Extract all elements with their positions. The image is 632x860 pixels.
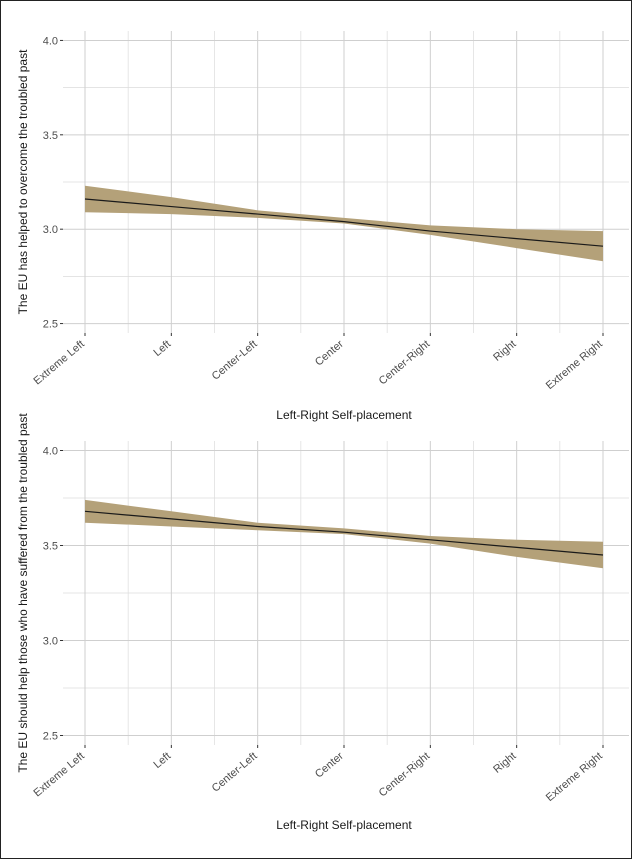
x-tick-label: Extreme Right: [544, 750, 605, 804]
x-axis-title: Left-Right Self-placement: [276, 818, 412, 832]
y-tick-label: 3.0: [43, 224, 58, 236]
y-tick-label: 4.0: [43, 35, 58, 47]
x-tick-label: Left: [151, 338, 173, 359]
x-tick-label: Center: [313, 338, 346, 369]
x-tick-label: Extreme Right: [544, 338, 605, 392]
x-tick-label: Right: [491, 338, 518, 364]
confidence-band: [85, 499, 603, 569]
x-tick-label: Extreme Left: [31, 338, 86, 387]
series-line: [84, 510, 604, 556]
x-tick-label: Left: [151, 750, 173, 771]
x-tick-label: Center-Left: [210, 338, 260, 383]
x-tick-label: Center-Right: [377, 338, 432, 387]
x-tick-label: Center-Right: [377, 750, 432, 799]
y-tick-label: 3.5: [43, 541, 58, 553]
confidence-band: [85, 185, 603, 262]
y-axis-title: The EU should help those who have suffer…: [16, 413, 30, 773]
x-tick-label: Center-Left: [210, 750, 260, 795]
y-axis-title: The EU has helped to overcome the troubl…: [16, 49, 30, 314]
x-axis-title: Left-Right Self-placement: [276, 408, 412, 422]
y-tick-label: 3.0: [43, 636, 58, 648]
chart-panel-2: Extreme Left Left Center-Left Center Center-…: [16, 413, 629, 832]
x-tick-label: Center: [313, 750, 346, 781]
y-tick-label: 2.5: [43, 319, 58, 331]
x-tick-label: Right: [491, 750, 518, 776]
y-tick-label: 4.0: [43, 446, 58, 458]
y-tick-label: 3.5: [43, 130, 58, 142]
y-tick-label: 2.5: [43, 731, 58, 743]
x-tick-label: Extreme Left: [31, 750, 86, 799]
series-line: [84, 198, 604, 247]
chart-panel-1: Extreme Left Left Center-Left Center Center-…: [16, 31, 629, 422]
